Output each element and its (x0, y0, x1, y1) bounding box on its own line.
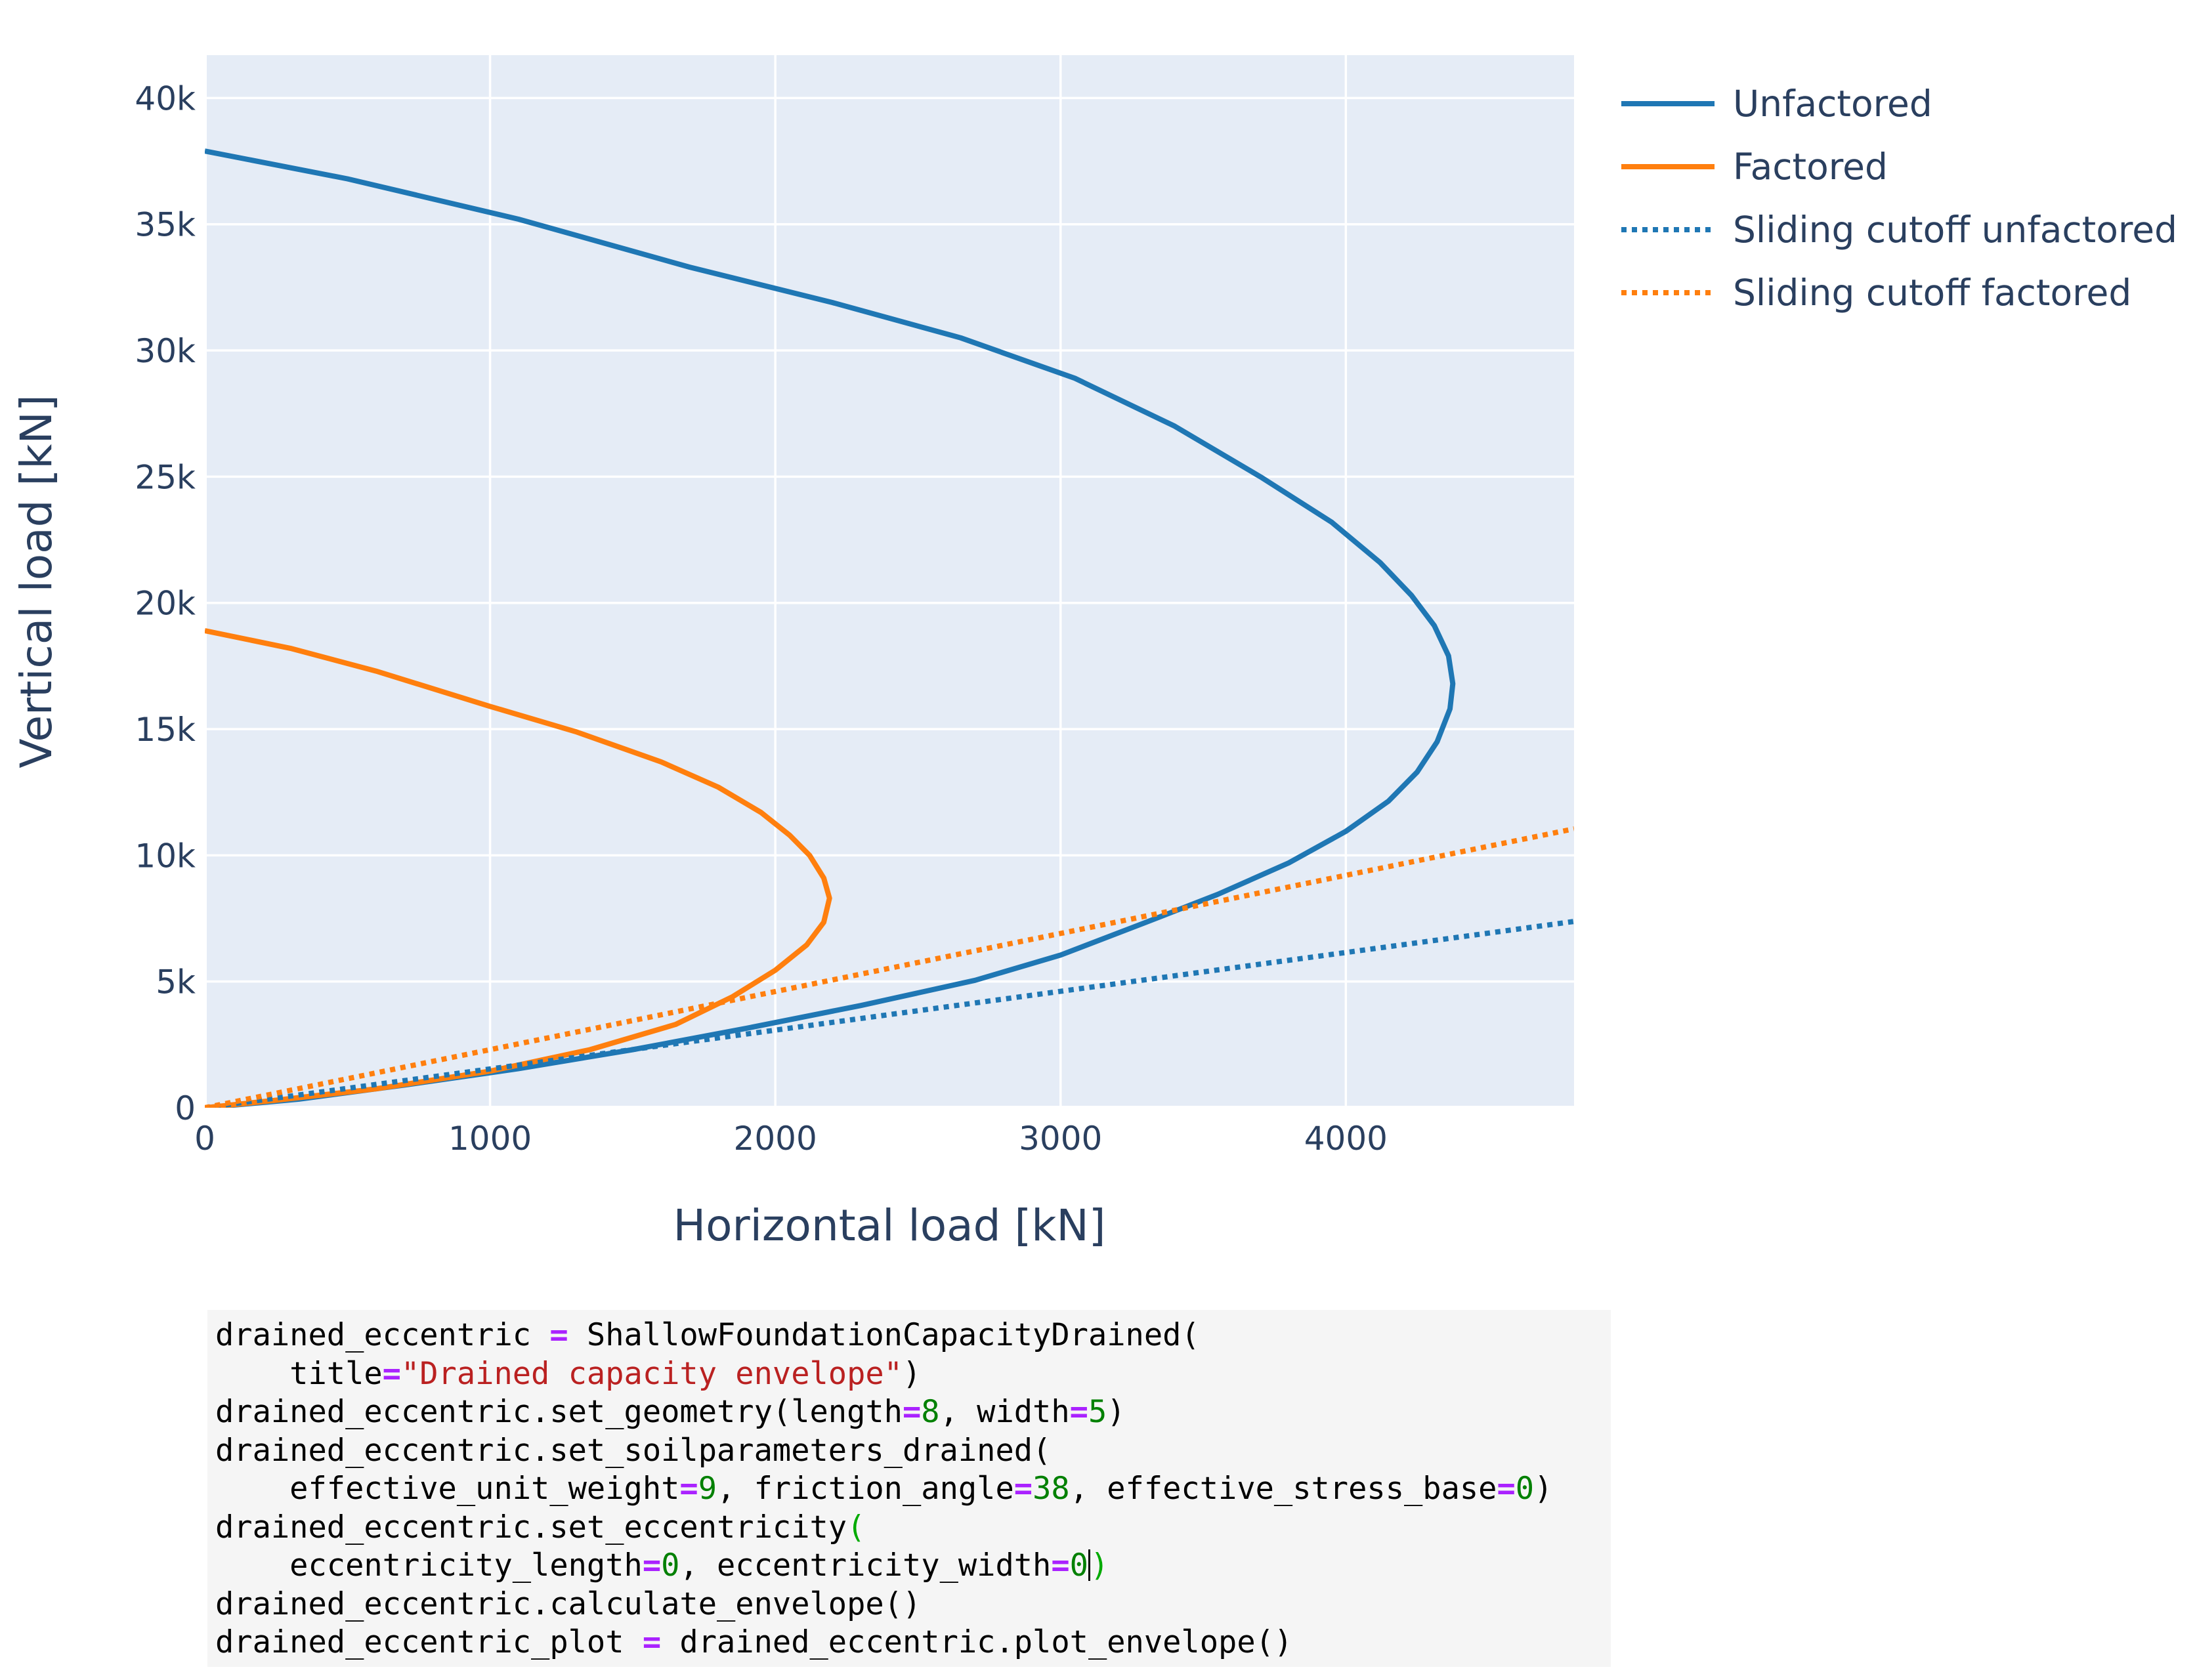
legend-item: Unfactored (1621, 83, 1932, 125)
y-tick-label: 10k (135, 837, 196, 875)
series-lines (205, 148, 1574, 1108)
x-tick-label: 4000 (1304, 1120, 1388, 1158)
text-cursor (1088, 1549, 1090, 1581)
code-token: ) (1090, 1547, 1109, 1584)
code-token: = (679, 1471, 698, 1507)
code-line: drained_eccentric.set_soilparameters_dra… (215, 1433, 1051, 1469)
code-token: = (1051, 1547, 1070, 1584)
code-token: 38 (1033, 1471, 1070, 1507)
code-token: , width (939, 1394, 1070, 1430)
code-token: ShallowFoundationCapacityDrained( (568, 1317, 1200, 1353)
x-axis-ticks: 0 1000 2000 3000 4000 (194, 1120, 1388, 1158)
legend-item: Sliding cutoff factored (1621, 272, 2131, 314)
code-token: = (642, 1624, 662, 1660)
code-token: drained_eccentric.set_soilparameters_dra… (215, 1432, 1052, 1469)
legend: Unfactored Factored Sliding cutoff unfacto… (1621, 83, 2177, 314)
code-token: = (549, 1317, 568, 1353)
code-line: title="Drained capacity envelope") (215, 1356, 921, 1392)
code-line: eccentricity_length=0, eccentricity_widt… (215, 1547, 1109, 1584)
code-token: drained_eccentric.set_eccentricity (215, 1509, 847, 1545)
legend-label: Factored (1733, 146, 1888, 188)
capacity-envelope-chart: 0 1000 2000 3000 4000 0 5k 10k 15k 20k 25k 30k 35k 4… (11, 55, 2177, 1251)
code-line: drained_eccentric_plot = drained_eccentr… (215, 1624, 1292, 1660)
code-token: ) (1534, 1471, 1553, 1507)
code-editor[interactable]: drained_eccentric = ShallowFoundationCap… (215, 1316, 1603, 1662)
code-token: drained_eccentric.plot_envelope() (661, 1624, 1293, 1660)
code-token: , eccentricity_width (679, 1547, 1052, 1584)
code-token: drained_eccentric.set_geometry(length (215, 1394, 903, 1430)
code-line: drained_eccentric.set_eccentricity( (215, 1509, 865, 1545)
code-token: 9 (698, 1471, 717, 1507)
y-tick-label: 30k (135, 332, 196, 370)
x-axis-title: Horizontal load [kN] (673, 1200, 1105, 1251)
code-line: drained_eccentric = ShallowFoundationCap… (215, 1317, 1200, 1353)
code-token: eccentricity_length (215, 1547, 643, 1584)
series-line (205, 148, 1456, 1108)
code-cell[interactable]: drained_eccentric = ShallowFoundationCap… (207, 1310, 1611, 1667)
code-token: ) (1107, 1394, 1126, 1430)
legend-label: Sliding cutoff unfactored (1733, 209, 2177, 251)
code-token: effective_unit_weight (215, 1471, 680, 1507)
code-token: ( (847, 1509, 866, 1545)
code-token: 5 (1088, 1394, 1107, 1430)
code-token: 0 (1515, 1471, 1535, 1507)
code-token: drained_eccentric_plot (215, 1624, 643, 1660)
y-tick-label: 40k (135, 79, 196, 117)
zero-lines (203, 55, 1574, 1110)
plot-area-background (205, 55, 1574, 1108)
legend-label: Sliding cutoff factored (1733, 272, 2131, 314)
y-axis-title: Vertical load [kN] (11, 394, 62, 768)
legend-label: Unfactored (1733, 83, 1932, 125)
code-token: drained_eccentric.calculate_envelope() (215, 1586, 922, 1622)
code-token: title (215, 1355, 383, 1392)
code-token: = (902, 1394, 922, 1430)
y-tick-label: 15k (135, 711, 196, 749)
code-token: 0 (661, 1547, 680, 1584)
x-tick-label: 3000 (1019, 1120, 1102, 1158)
series-line (205, 826, 1574, 1108)
y-tick-label: 0 (175, 1089, 196, 1127)
code-token: ) (902, 1355, 922, 1392)
y-tick-label: 35k (135, 206, 196, 244)
code-line: effective_unit_weight=9, friction_angle=… (215, 1471, 1552, 1507)
y-tick-label: 5k (156, 963, 196, 1001)
y-tick-label: 25k (135, 458, 196, 496)
grid-lines (205, 55, 1574, 1108)
code-token: , friction_angle (717, 1471, 1014, 1507)
y-tick-label: 20k (135, 585, 196, 623)
code-token: drained_eccentric (215, 1317, 550, 1353)
code-token: = (1069, 1394, 1088, 1430)
y-axis-ticks: 0 5k 10k 15k 20k 25k 30k 35k 40k (135, 79, 196, 1127)
code-line: drained_eccentric.calculate_envelope() (215, 1586, 921, 1622)
code-token: = (1013, 1471, 1033, 1507)
x-tick-label: 0 (194, 1120, 215, 1158)
code-token: 0 (1069, 1547, 1088, 1584)
x-tick-label: 2000 (734, 1120, 817, 1158)
legend-item: Sliding cutoff unfactored (1621, 209, 2177, 251)
code-token: = (1497, 1471, 1516, 1507)
code-token: = (642, 1547, 662, 1584)
legend-item: Factored (1621, 146, 1888, 188)
code-line: drained_eccentric.set_geometry(length=8,… (215, 1394, 1126, 1430)
code-token: , effective_stress_base (1069, 1471, 1497, 1507)
x-tick-label: 1000 (448, 1120, 532, 1158)
code-token: = (382, 1355, 401, 1392)
code-token: "Drained capacity envelope" (400, 1355, 903, 1392)
code-token: 8 (921, 1394, 940, 1430)
